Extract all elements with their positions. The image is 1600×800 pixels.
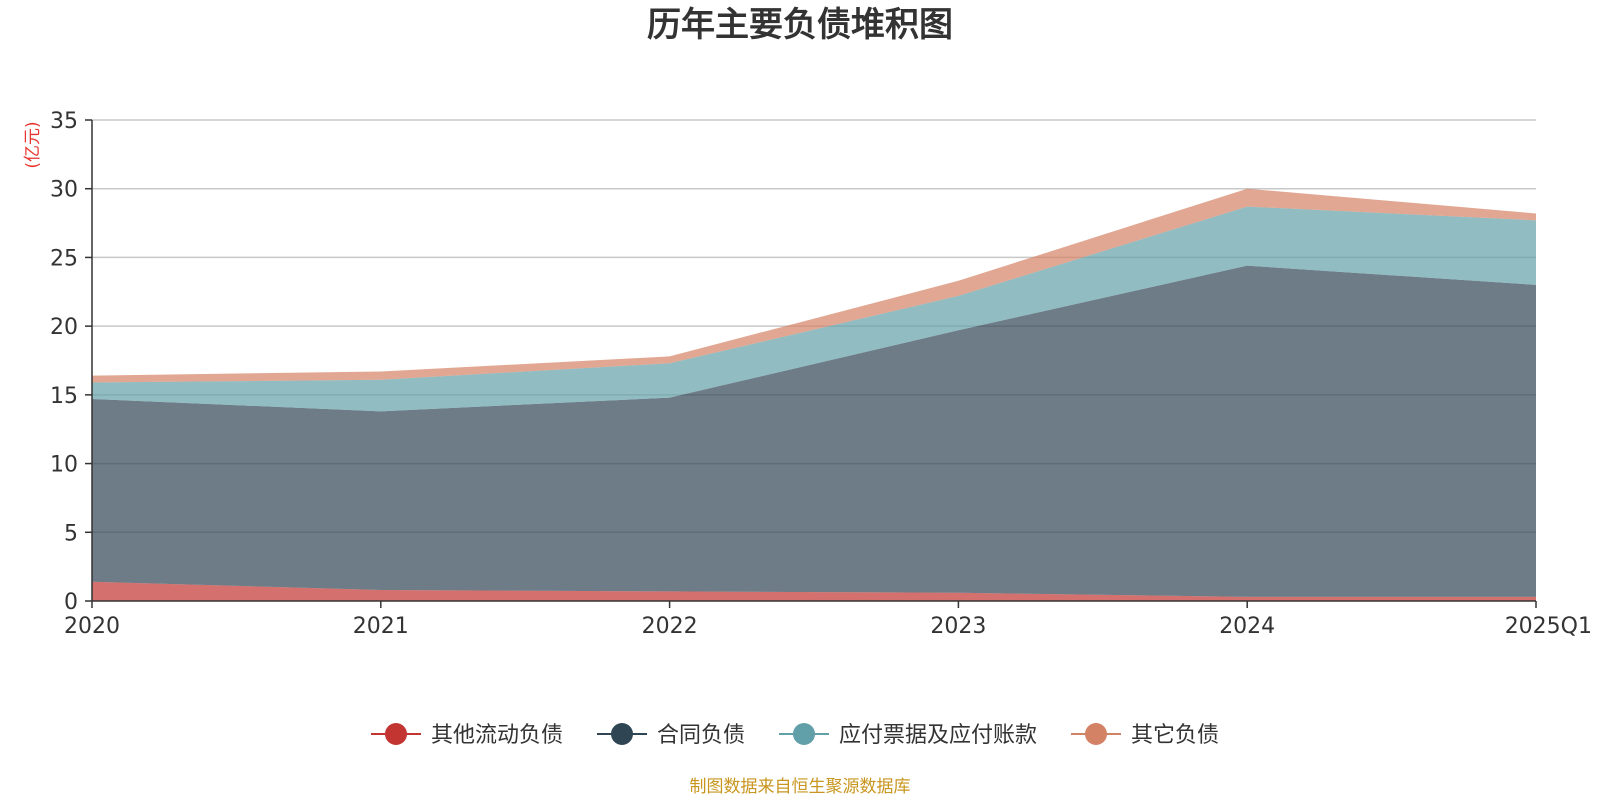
y-tick-label: 25 <box>50 246 78 271</box>
chart-title: 历年主要负债堆积图 <box>647 5 953 45</box>
x-tick-label: 2021 <box>353 614 409 639</box>
y-tick-label: 10 <box>50 453 78 478</box>
y-tick-label: 0 <box>64 590 78 615</box>
legend[interactable]: 其他流动负债 合同负债 应付票据及应付账款 其它负债 <box>371 723 1219 748</box>
area-series-1 <box>92 581 1536 601</box>
x-tick-label: 2025Q1 <box>1505 614 1592 639</box>
x-tick-label: 2022 <box>642 614 698 639</box>
legend-circle-marker <box>385 723 407 745</box>
y-tick-label: 15 <box>50 384 78 409</box>
y-axis-unit-label: (亿元) <box>23 121 43 168</box>
y-tick-label: 35 <box>50 109 78 134</box>
x-tick-label: 2023 <box>930 614 986 639</box>
y-tick-label: 20 <box>50 315 78 340</box>
legend-label: 应付票据及应付账款 <box>839 723 1037 748</box>
legend-label: 其它负债 <box>1131 723 1219 748</box>
area-series-2 <box>92 265 1536 597</box>
legend-item-4[interactable]: 其它负债 <box>1071 723 1219 748</box>
legend-label: 其他流动负债 <box>431 723 563 748</box>
legend-item-3[interactable]: 应付票据及应付账款 <box>779 723 1037 748</box>
axes: 0 5 10 15 20 25 30 35 2020 2021 2022 2023 2024 2025Q1 <box>50 109 1592 639</box>
x-tick-label: 2024 <box>1219 614 1275 639</box>
area-series-3 <box>92 206 1536 412</box>
y-tick-label: 30 <box>50 178 78 203</box>
area-series-group <box>92 188 1536 601</box>
legend-item-1[interactable]: 其他流动负债 <box>371 723 563 748</box>
legend-circle-marker <box>793 723 815 745</box>
legend-circle-marker <box>611 723 633 745</box>
y-tick-label: 5 <box>64 521 78 546</box>
x-tick-label: 2020 <box>64 614 120 639</box>
legend-label: 合同负债 <box>657 723 745 748</box>
legend-circle-marker <box>1085 723 1107 745</box>
legend-item-2[interactable]: 合同负债 <box>597 723 745 748</box>
area-series-4 <box>92 188 1536 383</box>
source-note: 制图数据来自恒生聚源数据库 <box>690 777 911 797</box>
